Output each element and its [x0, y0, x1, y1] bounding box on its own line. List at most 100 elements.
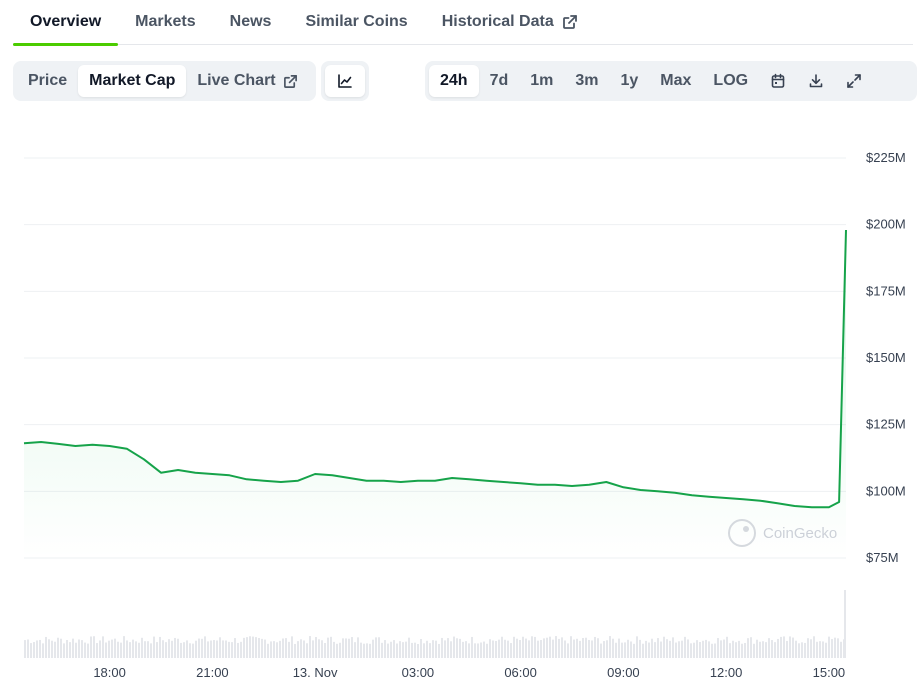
volume-bar — [528, 640, 530, 658]
y-tick-label: $75M — [866, 550, 899, 565]
volume-bar — [279, 640, 281, 658]
volume-bar — [480, 642, 482, 658]
market-cap-line — [23, 229, 847, 509]
market-cap-view-button[interactable]: Market Cap — [78, 65, 187, 97]
volume-bar — [66, 640, 68, 658]
volume-bar — [75, 642, 77, 658]
tab-markets-label: Markets — [135, 13, 196, 30]
volume-bar — [84, 642, 86, 658]
volume-bar — [222, 640, 224, 658]
tab-markets[interactable]: Markets — [118, 0, 212, 45]
volume-bar — [267, 643, 269, 658]
volume-bar — [51, 640, 53, 658]
volume-bar — [402, 642, 404, 658]
range-3m-button[interactable]: 3m — [564, 65, 609, 97]
volume-bar — [435, 640, 437, 658]
volume-bar — [504, 639, 506, 658]
volume-bar — [321, 640, 323, 658]
volume-bar — [783, 636, 785, 658]
tab-news[interactable]: News — [213, 0, 289, 45]
volume-bar — [375, 637, 377, 658]
volume-bar — [99, 640, 101, 658]
volume-bar — [639, 639, 641, 658]
range-1y-button[interactable]: 1y — [610, 65, 650, 97]
tab-historical-data-label: Historical Data — [441, 13, 554, 30]
volume-bar — [264, 639, 266, 658]
volume-bar — [36, 640, 38, 658]
volume-bar — [150, 643, 152, 658]
download-button[interactable] — [797, 65, 835, 97]
volume-bar — [72, 638, 74, 658]
volume-bar — [114, 638, 116, 658]
volume-bar — [471, 636, 473, 658]
volume-bar — [597, 638, 599, 658]
range-24h-button[interactable]: 24h — [429, 65, 479, 97]
volume-bar — [348, 638, 350, 658]
volume-bar — [492, 640, 494, 658]
volume-bar — [834, 637, 836, 658]
volume-bar — [465, 641, 467, 658]
time-range-toggle: 24h 7d 1m 3m 1y Max LOG — [425, 61, 917, 101]
range-max-button[interactable]: Max — [649, 65, 702, 97]
volume-bar — [498, 639, 500, 658]
x-tick-label: 13. Nov — [293, 665, 338, 680]
volume-bar — [462, 641, 464, 658]
volume-bar — [417, 643, 419, 658]
volume-bar — [354, 642, 356, 658]
volume-bar — [270, 641, 272, 658]
volume-bar — [543, 638, 545, 658]
volume-bar — [792, 637, 794, 658]
volume-bar — [186, 640, 188, 658]
price-view-button[interactable]: Price — [17, 65, 78, 97]
volume-bar — [753, 643, 755, 658]
calendar-button[interactable] — [759, 65, 797, 97]
volume-bar — [447, 638, 449, 658]
range-7d-button[interactable]: 7d — [479, 65, 520, 97]
range-1y-label: 1y — [620, 72, 639, 89]
volume-bar — [582, 637, 584, 658]
volume-bar — [207, 641, 209, 658]
external-link-icon — [283, 74, 298, 89]
volume-bar — [714, 643, 716, 658]
volume-bar — [117, 641, 119, 658]
volume-bar — [309, 636, 311, 658]
volume-bar — [243, 637, 245, 658]
volume-bar — [702, 640, 704, 658]
volume-bar — [132, 639, 134, 658]
volume-bar — [225, 640, 227, 658]
volume-bar — [285, 638, 287, 658]
range-24h-label: 24h — [440, 72, 468, 89]
volume-bar — [168, 639, 170, 658]
volume-bar — [468, 643, 470, 658]
volume-bar — [177, 638, 179, 658]
volume-bar — [42, 643, 44, 658]
fullscreen-button[interactable] — [835, 65, 873, 97]
volume-bar — [813, 636, 815, 658]
volume-bar — [690, 643, 692, 658]
volume-bar — [696, 640, 698, 658]
x-tick-label: 18:00 — [93, 665, 126, 680]
volume-bar — [684, 636, 686, 658]
x-axis: 18:00 21:00 13. Nov 03:00 06:00 09:00 12:00 15:… — [93, 665, 845, 680]
volume-bar — [603, 641, 605, 658]
volume-bar — [129, 642, 131, 658]
log-scale-button[interactable]: LOG — [702, 65, 759, 97]
range-1m-button[interactable]: 1m — [519, 65, 564, 97]
expand-icon — [846, 73, 862, 89]
line-chart-button[interactable] — [325, 65, 365, 97]
tab-similar-coins[interactable]: Similar Coins — [288, 0, 424, 45]
volume-bar — [705, 639, 707, 658]
coingecko-logo-icon — [728, 519, 756, 547]
tab-historical-data[interactable]: Historical Data — [425, 0, 595, 45]
calendar-icon — [770, 73, 786, 89]
tab-similar-coins-label: Similar Coins — [305, 13, 408, 30]
live-chart-button[interactable]: Live Chart — [186, 65, 308, 97]
volume-bar — [57, 637, 59, 658]
volume-bar — [837, 638, 839, 658]
volume-bar — [219, 637, 221, 658]
volume-bar — [102, 636, 104, 658]
market-cap-chart[interactable]: $75M $100M $125M $150M $175M $200M $225M 18:00… — [0, 110, 921, 700]
volume-bar — [666, 639, 668, 658]
volume-bar — [366, 643, 368, 658]
tab-overview[interactable]: Overview — [13, 0, 119, 46]
